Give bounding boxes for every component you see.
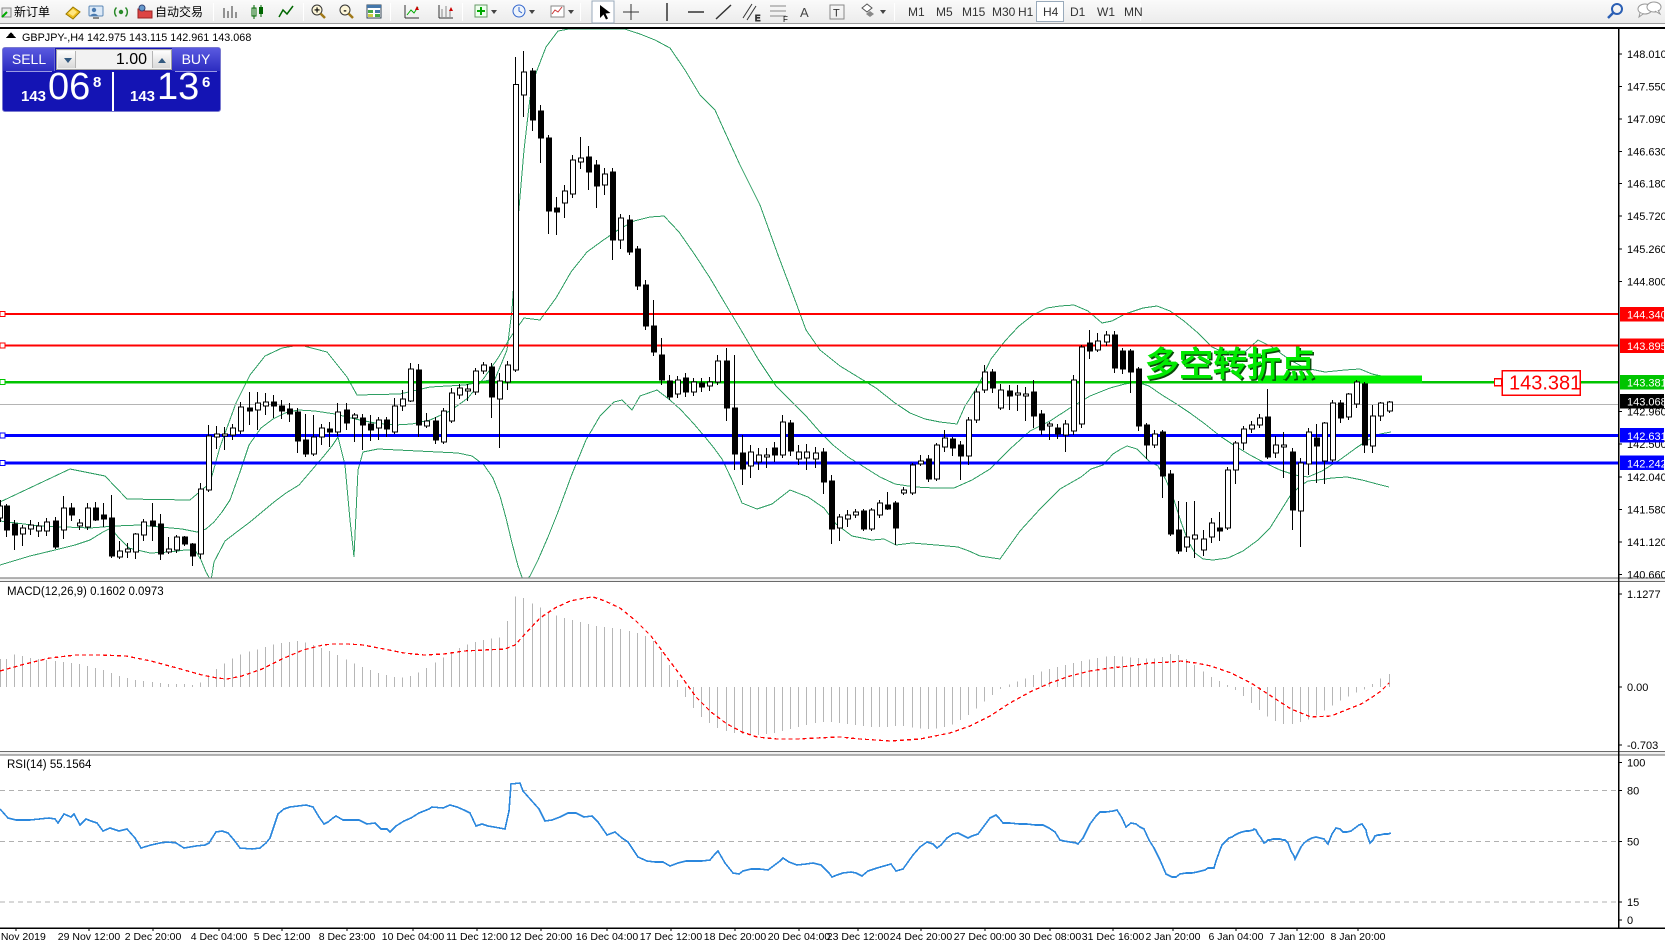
- svg-text:100: 100: [1627, 758, 1645, 770]
- svg-text:2 Dec 20:00: 2 Dec 20:00: [125, 931, 182, 943]
- svg-text:17 Dec 12:00: 17 Dec 12:00: [640, 931, 703, 943]
- svg-text:E: E: [755, 14, 760, 23]
- svg-text:+: +: [314, 6, 320, 17]
- svg-text:10 Dec 04:00: 10 Dec 04:00: [382, 931, 445, 943]
- svg-text:4 Dec 04:00: 4 Dec 04:00: [191, 931, 248, 943]
- svg-text:0.00: 0.00: [1627, 682, 1648, 694]
- svg-text:147.550: 147.550: [1627, 81, 1665, 93]
- svg-text:GBPJPY-,H4 142.975 143.115 14: GBPJPY-,H4 142.975 143.115 142.961 143.0…: [22, 32, 251, 44]
- svg-text:148.010: 148.010: [1627, 49, 1665, 61]
- svg-text:11 Dec 12:00: 11 Dec 12:00: [446, 931, 508, 943]
- svg-text:145.260: 145.260: [1627, 244, 1665, 256]
- svg-text:143.381: 143.381: [1627, 378, 1665, 390]
- svg-text:30 Dec 08:00: 30 Dec 08:00: [1019, 931, 1082, 943]
- svg-text:142.960: 142.960: [1627, 407, 1665, 419]
- svg-text:RSI(14) 55.1564: RSI(14) 55.1564: [7, 759, 92, 771]
- svg-text:141.120: 141.120: [1627, 537, 1665, 549]
- svg-text:-0.703: -0.703: [1627, 740, 1658, 752]
- svg-text:28 Nov 2019: 28 Nov 2019: [0, 931, 46, 943]
- svg-text:5 Dec 12:00: 5 Dec 12:00: [254, 931, 311, 943]
- svg-text:144.800: 144.800: [1627, 277, 1665, 289]
- svg-text:多空转折点: 多空转折点: [1145, 346, 1315, 384]
- svg-text:8 Dec 23:00: 8 Dec 23:00: [319, 931, 376, 943]
- svg-text:2 Jan 20:00: 2 Jan 20:00: [1146, 931, 1201, 943]
- svg-text:1.1277: 1.1277: [1627, 589, 1661, 601]
- svg-text:20 Dec 04:00: 20 Dec 04:00: [768, 931, 831, 943]
- svg-text:7 Jan 12:00: 7 Jan 12:00: [1270, 931, 1325, 943]
- svg-text:146.180: 146.180: [1627, 179, 1665, 191]
- svg-text:145.720: 145.720: [1627, 211, 1665, 223]
- svg-text:142.040: 142.040: [1627, 472, 1665, 484]
- svg-text:A: A: [800, 5, 809, 20]
- svg-text:15: 15: [1627, 897, 1639, 909]
- svg-text:80: 80: [1627, 785, 1639, 797]
- svg-text:12 Dec 20:00: 12 Dec 20:00: [510, 931, 573, 943]
- svg-text:0: 0: [1627, 915, 1633, 927]
- svg-text:T: T: [833, 8, 840, 20]
- svg-text:18 Dec 20:00: 18 Dec 20:00: [704, 931, 767, 943]
- svg-text:16 Dec 04:00: 16 Dec 04:00: [576, 931, 639, 943]
- svg-text:143.068: 143.068: [1627, 397, 1665, 409]
- svg-text:147.090: 147.090: [1627, 114, 1665, 126]
- svg-text:144.340: 144.340: [1627, 310, 1665, 322]
- svg-text:8 Jan 20:00: 8 Jan 20:00: [1331, 931, 1386, 943]
- svg-text:50: 50: [1627, 837, 1639, 849]
- svg-text:23 Dec 12:00: 23 Dec 12:00: [827, 931, 890, 943]
- svg-text:143.381: 143.381: [1509, 373, 1581, 395]
- svg-text:MACD(12,26,9) 0.1602 0.0973: MACD(12,26,9) 0.1602 0.0973: [7, 586, 164, 598]
- svg-text:142.631: 142.631: [1627, 431, 1665, 443]
- svg-text:141.580: 141.580: [1627, 505, 1665, 517]
- svg-text:143.895: 143.895: [1627, 341, 1665, 353]
- svg-text:146.630: 146.630: [1627, 147, 1665, 159]
- svg-text:29 Nov 12:00: 29 Nov 12:00: [58, 931, 121, 943]
- svg-text:142.242: 142.242: [1627, 458, 1665, 470]
- svg-text:24 Dec 20:00: 24 Dec 20:00: [890, 931, 953, 943]
- svg-text:-: -: [343, 6, 346, 17]
- svg-text:31 Dec 16:00: 31 Dec 16:00: [1082, 931, 1145, 943]
- svg-text:6 Jan 04:00: 6 Jan 04:00: [1209, 931, 1264, 943]
- svg-text:F: F: [783, 15, 788, 24]
- svg-text:27 Dec 00:00: 27 Dec 00:00: [954, 931, 1017, 943]
- svg-text:140.660: 140.660: [1627, 570, 1665, 582]
- svg-text:多空转折点: 多空转折点: [1147, 348, 1317, 386]
